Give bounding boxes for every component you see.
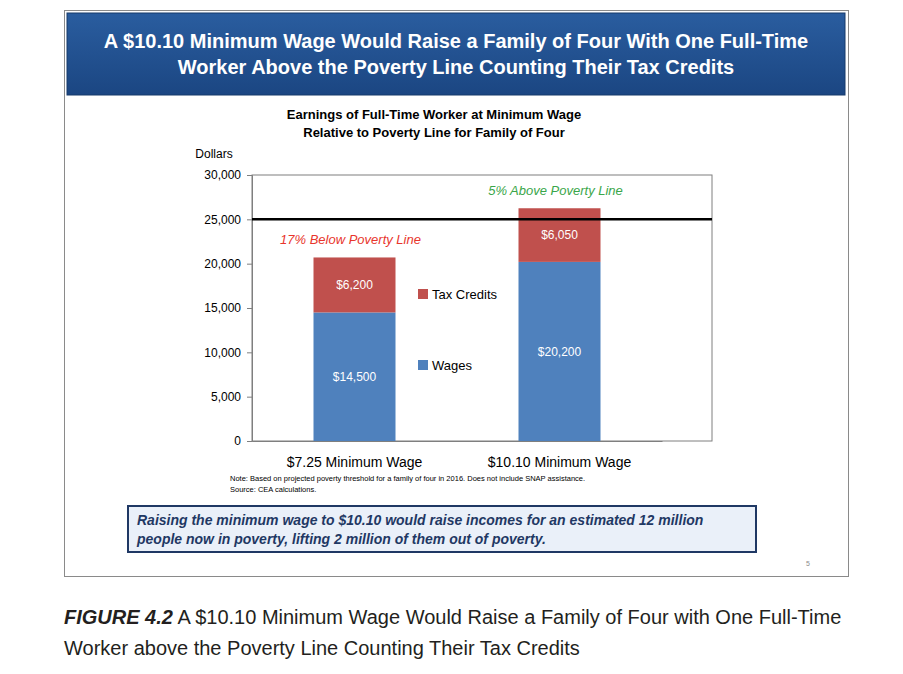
chart-title: Earnings of Full-Time Worker at Minimum … [264,106,604,142]
y-axis-line [247,176,253,442]
y-tick: 0 [234,434,252,448]
y-tick-label: 5,000 [211,390,241,404]
data-label: $6,050 [541,228,578,242]
data-label: $20,200 [538,345,582,359]
data-label: $6,200 [336,278,373,292]
x-axis: $7.25 Minimum Wage $10.10 Minimum Wage [253,441,663,470]
x-tick: $7.25 Minimum Wage [287,441,423,470]
y-axis: 0 5,000 10,000 15,000 20,000 25,000 30,000 [204,168,252,448]
y-tick: 30,000 [204,168,252,182]
title: A $10.10 Minimum Wage Would Raise a Fami… [67,13,845,95]
source: Source: CEA calculations. [230,485,316,494]
legend: Wages Tax Credits [418,287,498,373]
legend-swatch [418,360,428,370]
bar-segment [519,208,601,262]
y-tick-label: 20,000 [204,257,241,271]
y-tick-label: 30,000 [204,168,241,182]
callout: Raising the minimum wage to $10.10 would… [127,505,757,553]
y-tick: 25,000 [204,213,252,227]
chart-svg: 0 5,000 10,000 15,000 20,000 25,000 30,000 Doll… [0,0,903,674]
y-tick-label: 10,000 [204,346,241,360]
x-axis-line [253,441,663,442]
y-tick-label: 15,000 [204,301,241,315]
x-tick: $10.10 Minimum Wage [488,441,632,470]
caption-label: FIGURE 4.2 [64,606,173,628]
slide-frame [65,11,849,577]
legend-label: Tax Credits [432,287,498,302]
annotation: 5% Above Poverty Line [488,183,623,198]
annotation: 17% Below Poverty Line [280,232,421,247]
figure-caption: FIGURE 4.2 A $10.10 Minimum Wage Would R… [64,602,896,664]
y-tick-mark [247,264,252,265]
x-tick-label: $10.10 Minimum Wage [488,454,632,470]
y-tick: 20,000 [204,257,252,271]
bars [252,208,712,441]
y-tick-mark [247,441,252,442]
y-tick: 15,000 [204,301,252,315]
y-tick-mark [247,308,252,309]
caption-space [173,606,177,628]
y-tick-mark [247,175,252,176]
caption-text: A $10.10 Minimum Wage Would Raise a Fami… [64,606,841,659]
y-tick-label: 25,000 [204,213,241,227]
y-tick-mark [247,352,252,353]
plot-frame [252,175,712,441]
x-tick-label: $7.25 Minimum Wage [287,454,423,470]
page-number: 5 [806,560,810,567]
legend-swatch [418,289,428,299]
y-tick: 5,000 [211,390,252,404]
legend-label: Wages [432,358,472,373]
bar-segment [519,262,601,441]
page: 0 5,000 10,000 15,000 20,000 25,000 30,000 Doll… [0,0,903,674]
y-axis-title: Dollars [195,147,232,161]
y-tick: 10,000 [204,346,252,360]
note: Note: Based on projected poverty thresho… [230,474,585,483]
bar-segment [314,257,396,312]
title-banner [67,13,845,95]
y-tick-mark [247,397,252,398]
data-label: $14,500 [333,370,377,384]
y-tick-label: 0 [234,434,241,448]
poverty-line [252,218,712,221]
bar-segment [314,312,396,441]
y-tick-mark [247,219,252,220]
